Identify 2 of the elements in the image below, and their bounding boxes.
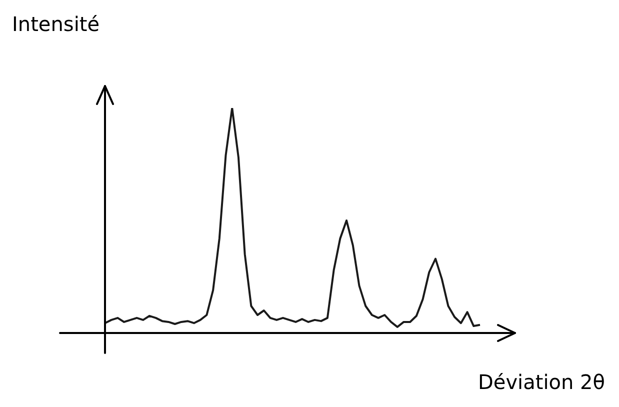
y-axis-title: Intensité [12,12,100,36]
x-axis-title: Déviation 2θ [478,370,605,394]
